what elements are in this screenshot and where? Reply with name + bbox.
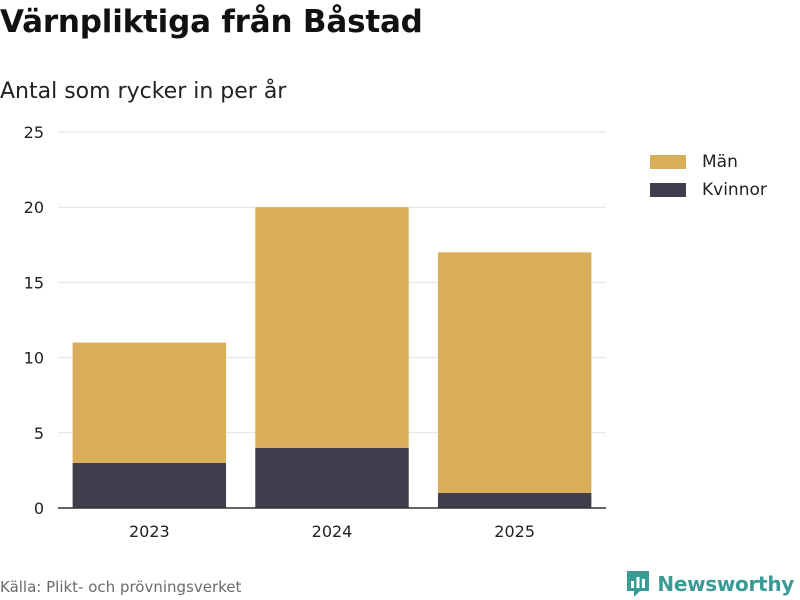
legend-item-women: Kvinnor (650, 176, 767, 204)
x-tick-label-2023: 2023 (129, 522, 170, 541)
bar-2024-kvinnor (255, 447, 409, 508)
chart-title: Värnpliktiga från Båstad (0, 4, 423, 40)
bar-2024-män (255, 207, 409, 448)
x-tick-label-2024: 2024 (312, 522, 353, 541)
y-tick-label-0: 0 (34, 499, 44, 518)
y-tick-label-25: 25 (24, 123, 44, 142)
bar-2025-kvinnor (437, 492, 592, 508)
legend-item-men: Män (650, 148, 767, 176)
chart-subtitle: Antal som rycker in per år (0, 79, 287, 104)
y-tick-label-20: 20 (24, 198, 44, 217)
bar-2023-män (72, 342, 227, 463)
legend-swatch-women (650, 183, 686, 197)
y-tick-label-5: 5 (34, 424, 44, 443)
bars (72, 207, 592, 508)
bar-2025-män (437, 252, 592, 493)
legend: Män Kvinnor (650, 148, 767, 204)
y-tick-label-10: 10 (24, 349, 44, 368)
legend-swatch-men (650, 155, 686, 169)
brand-logo[interactable]: Newsworthy (625, 569, 794, 599)
legend-label-women: Kvinnor (702, 180, 767, 200)
brand-name: Newsworthy (657, 572, 794, 596)
source-note: Källa: Plikt- och prövningsverket (0, 578, 242, 596)
bar-2023-kvinnor (72, 462, 227, 508)
y-tick-label-15: 15 (24, 273, 44, 292)
newsworthy-logo-icon (627, 571, 650, 597)
legend-label-men: Män (702, 152, 738, 172)
x-tick-label-2025: 2025 (494, 522, 535, 541)
